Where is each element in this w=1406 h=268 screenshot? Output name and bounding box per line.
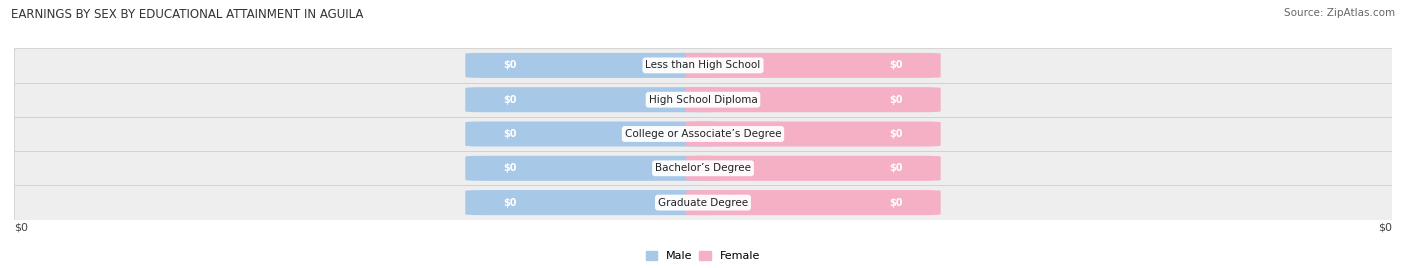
Bar bbox=[14, 151, 1392, 185]
FancyBboxPatch shape bbox=[465, 190, 720, 215]
Text: Graduate Degree: Graduate Degree bbox=[658, 198, 748, 208]
Text: EARNINGS BY SEX BY EDUCATIONAL ATTAINMENT IN AGUILA: EARNINGS BY SEX BY EDUCATIONAL ATTAINMEN… bbox=[11, 8, 364, 21]
FancyBboxPatch shape bbox=[686, 53, 941, 78]
Text: $0: $0 bbox=[503, 198, 517, 208]
Text: $0: $0 bbox=[889, 163, 903, 173]
Text: Source: ZipAtlas.com: Source: ZipAtlas.com bbox=[1284, 8, 1395, 18]
Bar bbox=[14, 83, 1392, 117]
Bar bbox=[14, 185, 1392, 220]
Text: $0: $0 bbox=[889, 95, 903, 105]
Text: College or Associate’s Degree: College or Associate’s Degree bbox=[624, 129, 782, 139]
Text: Bachelor’s Degree: Bachelor’s Degree bbox=[655, 163, 751, 173]
Text: $0: $0 bbox=[14, 222, 28, 233]
FancyBboxPatch shape bbox=[686, 156, 941, 181]
Text: $0: $0 bbox=[889, 60, 903, 70]
FancyBboxPatch shape bbox=[465, 87, 720, 112]
FancyBboxPatch shape bbox=[686, 121, 941, 147]
FancyBboxPatch shape bbox=[465, 121, 720, 147]
Text: $0: $0 bbox=[503, 60, 517, 70]
Text: Less than High School: Less than High School bbox=[645, 60, 761, 70]
Text: $0: $0 bbox=[889, 198, 903, 208]
FancyBboxPatch shape bbox=[686, 190, 941, 215]
FancyBboxPatch shape bbox=[686, 87, 941, 112]
Legend: Male, Female: Male, Female bbox=[641, 246, 765, 266]
FancyBboxPatch shape bbox=[465, 53, 720, 78]
Bar bbox=[14, 117, 1392, 151]
Text: $0: $0 bbox=[889, 129, 903, 139]
Text: $0: $0 bbox=[503, 95, 517, 105]
Text: $0: $0 bbox=[1378, 222, 1392, 233]
FancyBboxPatch shape bbox=[465, 156, 720, 181]
Text: $0: $0 bbox=[503, 163, 517, 173]
Text: $0: $0 bbox=[503, 129, 517, 139]
Bar bbox=[14, 48, 1392, 83]
Text: High School Diploma: High School Diploma bbox=[648, 95, 758, 105]
